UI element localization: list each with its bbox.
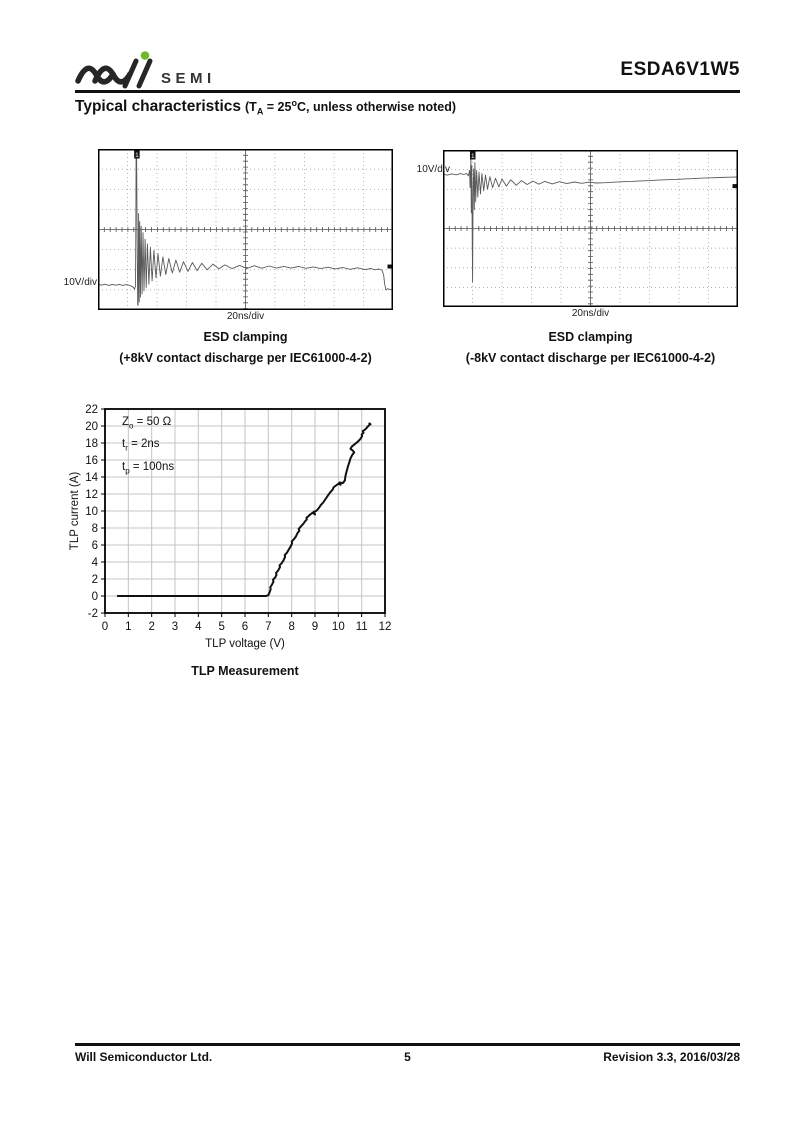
- will-logo-mark: [75, 51, 153, 89]
- scope-trace: [443, 158, 738, 283]
- trace-edge-marker: [732, 184, 737, 189]
- esd-positive-scope-plot: 1: [98, 149, 393, 310]
- tlp-curve: [116, 422, 372, 597]
- tlp-y-tick-label: 22: [85, 404, 98, 416]
- tlp-x-tick-label: 3: [172, 621, 178, 633]
- tlp-plot-border: [104, 408, 386, 614]
- logo-green-dot: [140, 51, 150, 60]
- header-rule: [75, 90, 740, 93]
- ann-sub: o: [129, 421, 134, 431]
- tlp-x-tick-label: 9: [312, 621, 318, 633]
- channel-marker: [470, 151, 476, 160]
- tlp-x-tick-label: 0: [102, 621, 108, 633]
- footer-revision: Revision 3.3, 2016/03/28: [603, 1050, 740, 1064]
- ann-rest: = 2ns: [127, 438, 160, 451]
- tlp-y-tick-label: 18: [85, 438, 98, 450]
- tlp-x-tick-label: 6: [242, 621, 248, 633]
- cond-pre: (T: [245, 100, 257, 115]
- scope-border: [98, 149, 393, 310]
- tlp-x-tick-label: 12: [379, 621, 392, 633]
- esd-negative-scope-plot: 1: [443, 150, 738, 307]
- tlp-y-tick-label: 2: [92, 574, 98, 586]
- cond-sub: A: [256, 106, 264, 117]
- part-number: ESDA6V1W5: [620, 59, 740, 80]
- tlp-y-tick-label: 6: [92, 540, 98, 552]
- tlp-y-tick-label: 0: [92, 591, 98, 603]
- esd-negative-tdiv-label: 20ns/div: [571, 308, 610, 319]
- will-semi-logo: SEMI: [75, 51, 215, 89]
- tlp-annotation-tr: tr = 2ns: [122, 435, 174, 457]
- tlp-x-tick-label: 1: [125, 621, 131, 633]
- esd-positive-tdiv-label: 20ns/div: [226, 311, 265, 322]
- ann-base: Z: [122, 416, 130, 428]
- footer-page-number: 5: [404, 1050, 411, 1064]
- scope-border: [443, 150, 738, 307]
- tlp-y-tick-label: 20: [85, 421, 98, 433]
- tlp-x-tick-label: 7: [265, 621, 271, 633]
- tlp-annotation-z0: Zo = 50 Ω: [122, 413, 174, 435]
- tlp-x-tick-label: 8: [288, 621, 294, 633]
- tlp-y-tick-label: -2: [88, 608, 98, 620]
- tlp-annotations: Zo = 50 Ω tr = 2ns tp = 100ns: [122, 413, 174, 480]
- tlp-y-axis-label: TLP current (A): [69, 471, 81, 551]
- tlp-y-tick-label: 16: [85, 455, 98, 467]
- tlp-y-tick-label: 14: [85, 472, 98, 484]
- trace-edge-marker: [387, 264, 392, 269]
- scope-trace: [98, 151, 393, 306]
- section-title: Typical characteristics (TA = 25oC, unles…: [75, 98, 456, 117]
- channel-marker: [134, 150, 140, 159]
- tlp-x-tick-label: 11: [356, 621, 368, 633]
- logo-semi-text: SEMI: [161, 70, 215, 87]
- esd-negative-caption-detail: (-8kV contact discharge per IEC61000-4-2…: [465, 351, 716, 365]
- channel-marker-label: 1: [471, 153, 475, 160]
- cond-mid: = 25: [263, 100, 292, 115]
- cond-sup: o: [291, 98, 297, 108]
- tlp-y-tick-label: 10: [85, 506, 98, 518]
- tlp-x-tick-label: 4: [195, 621, 202, 633]
- footer-rule: [75, 1043, 740, 1046]
- tlp-x-tick-label: 10: [332, 621, 345, 633]
- tlp-y-tick-label: 4: [92, 557, 99, 569]
- ann-sub: p: [125, 465, 130, 475]
- esd-positive-caption: ESD clamping (+8kV contact discharge per…: [88, 330, 403, 365]
- cond-post: C, unless otherwise noted): [296, 100, 457, 115]
- section-title-condition: (TA = 25oC, unless otherwise noted): [245, 98, 457, 117]
- ann-sub: r: [125, 443, 128, 453]
- ann-rest: = 100ns: [129, 460, 175, 473]
- ann-rest: = 50 Ω: [133, 416, 172, 428]
- tlp-y-tick-label: 8: [92, 523, 98, 535]
- ann-base: t: [122, 438, 126, 451]
- esd-negative-vdiv-label: 10V/div: [416, 164, 450, 175]
- esd-negative-caption: ESD clamping (-8kV contact discharge per…: [433, 330, 748, 365]
- esd-positive-vdiv-label: 10V/div: [63, 277, 97, 288]
- tlp-x-axis-label: TLP voltage (V): [205, 638, 285, 650]
- ann-base: t: [122, 460, 126, 473]
- tlp-annotation-tp: tp = 100ns: [122, 458, 174, 480]
- esd-negative-caption-title: ESD clamping: [548, 330, 633, 344]
- esd-positive-caption-detail: (+8kV contact discharge per IEC61000-4-2…: [119, 351, 372, 365]
- esd-positive-caption-title: ESD clamping: [203, 330, 288, 344]
- section-title-text: Typical characteristics: [75, 98, 241, 116]
- channel-marker-label: 1: [135, 152, 139, 159]
- tlp-y-tick-label: 12: [85, 489, 98, 501]
- footer-company: Will Semiconductor Ltd.: [75, 1050, 213, 1064]
- tlp-caption: TLP Measurement: [191, 664, 299, 678]
- tlp-x-tick-label: 5: [218, 621, 224, 633]
- tlp-x-tick-label: 2: [148, 621, 154, 633]
